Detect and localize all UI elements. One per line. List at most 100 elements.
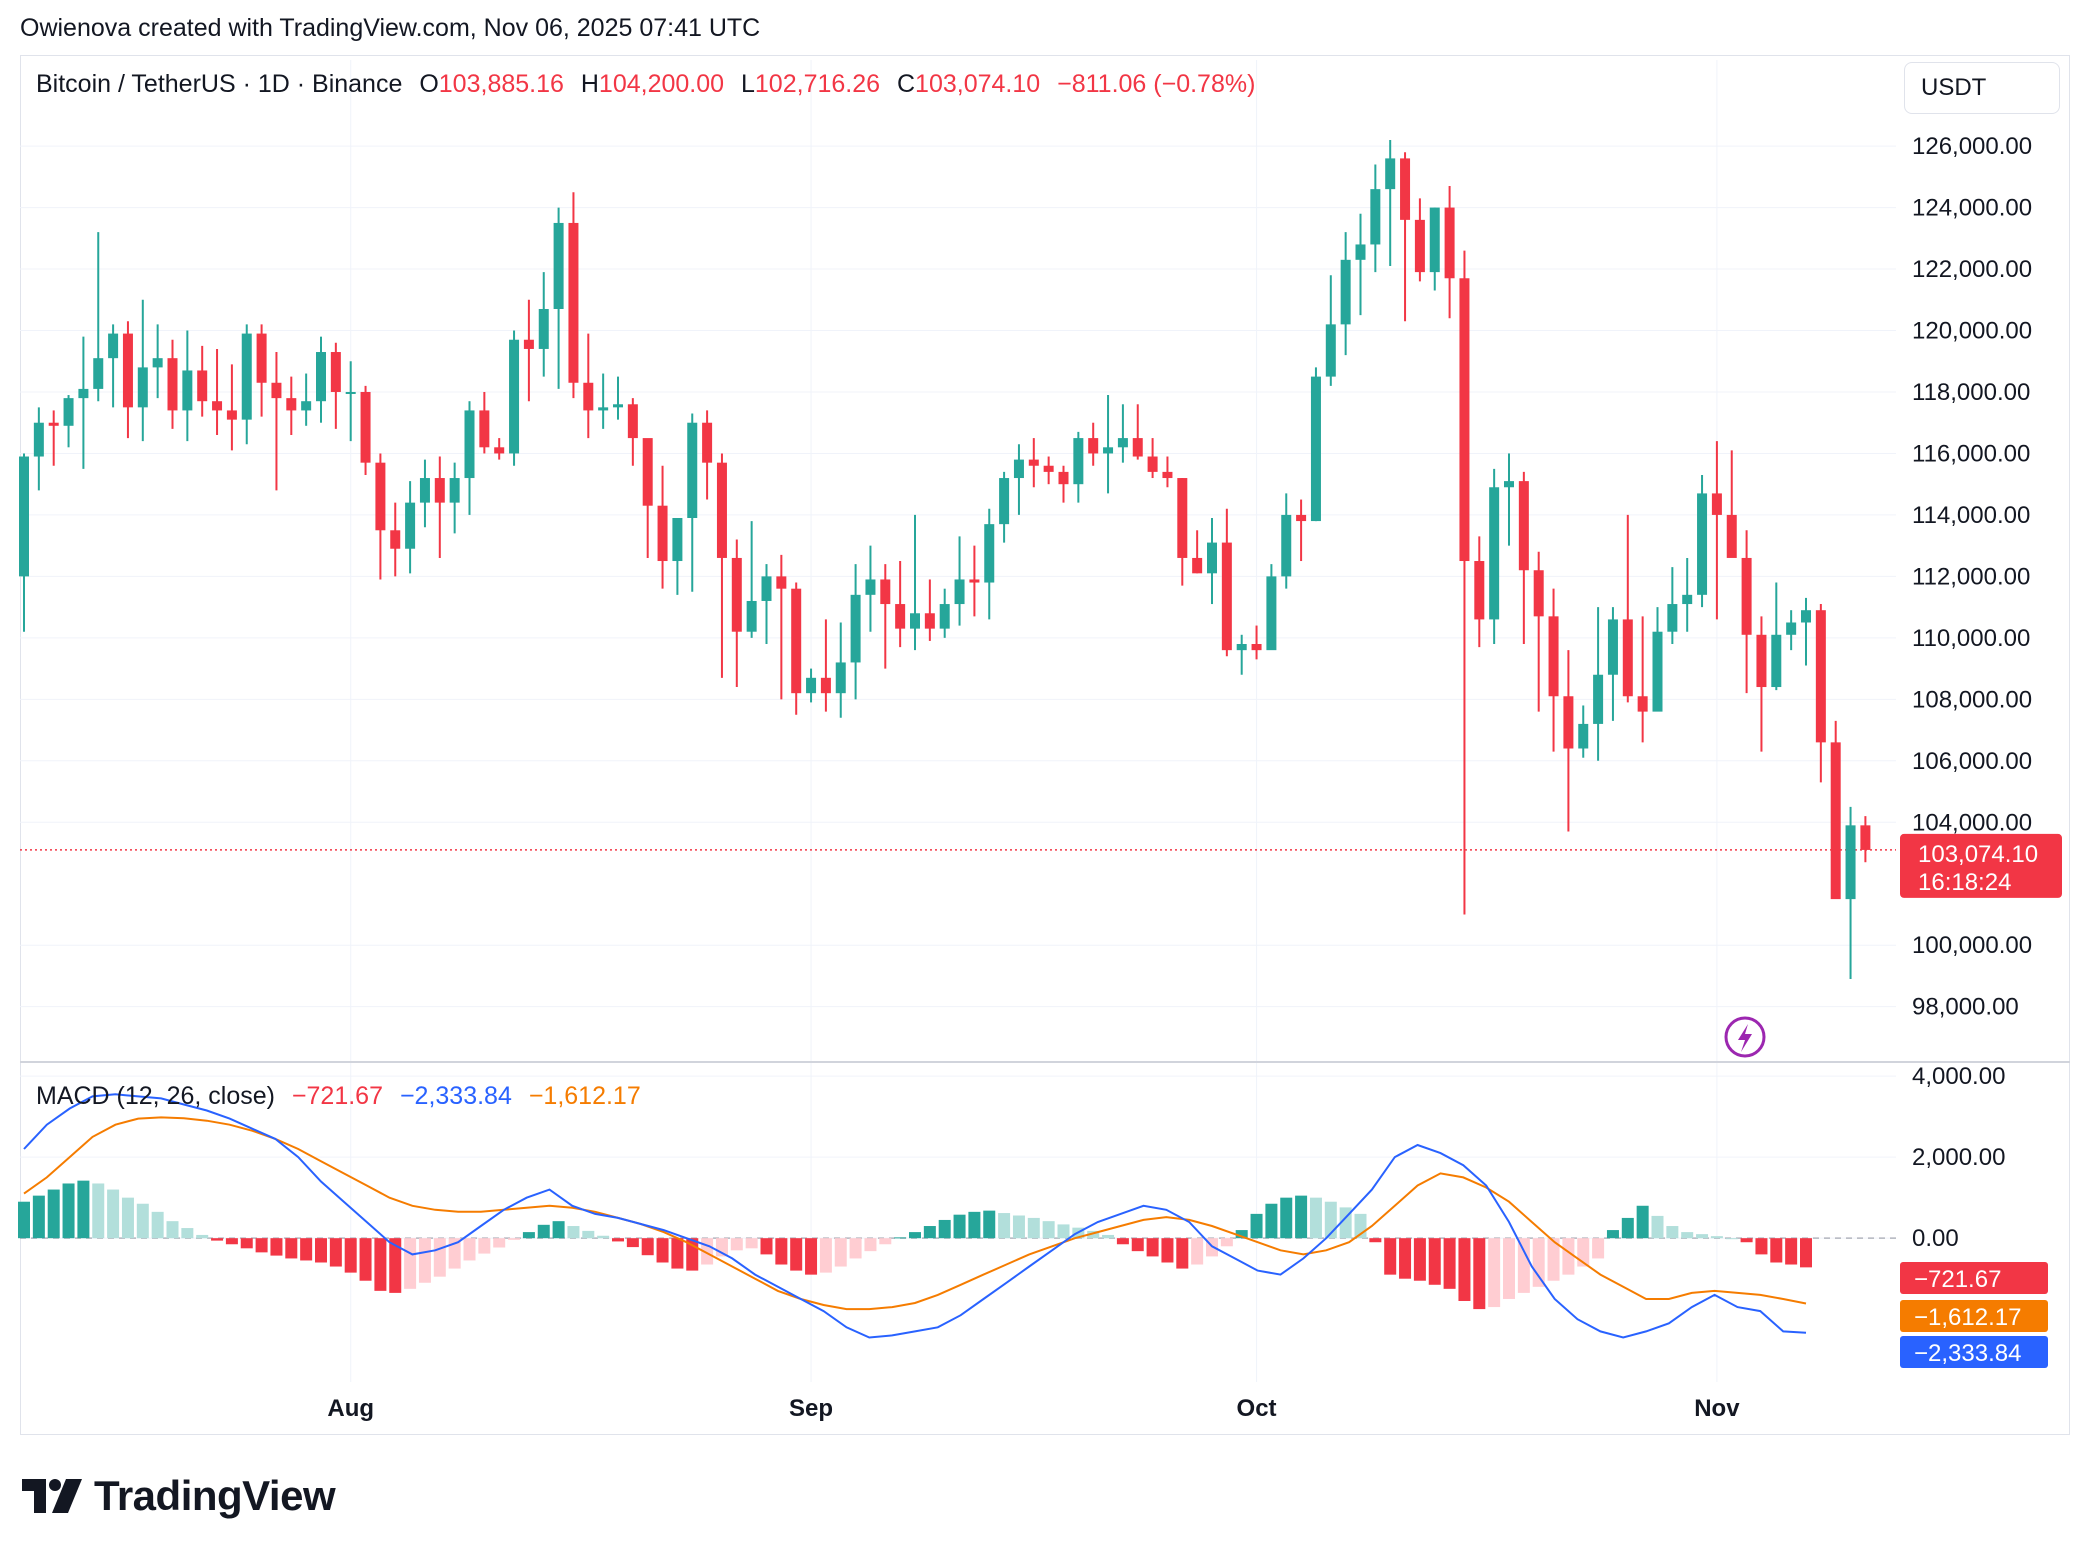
macd-histogram-bar[interactable] bbox=[998, 1213, 1011, 1239]
macd-histogram-bar[interactable] bbox=[1681, 1232, 1694, 1239]
candle-body[interactable] bbox=[375, 462, 386, 531]
macd-histogram-bar[interactable] bbox=[1116, 1238, 1129, 1245]
macd-histogram-bar[interactable] bbox=[968, 1211, 981, 1239]
candle-body[interactable] bbox=[212, 401, 223, 411]
candle-body[interactable] bbox=[746, 600, 757, 632]
candle-body[interactable] bbox=[910, 613, 920, 629]
candle-body[interactable] bbox=[954, 579, 965, 605]
candle-body[interactable] bbox=[1355, 244, 1366, 260]
candle-body[interactable] bbox=[999, 478, 1010, 525]
macd-histogram-bar[interactable] bbox=[255, 1238, 268, 1253]
candle-body[interactable] bbox=[1340, 259, 1351, 325]
macd-histogram-bar[interactable] bbox=[1235, 1230, 1248, 1239]
macd-histogram-bar[interactable] bbox=[136, 1203, 149, 1239]
candle-body[interactable] bbox=[1088, 438, 1099, 454]
candle-body[interactable] bbox=[63, 398, 74, 426]
macd-histogram-bar[interactable] bbox=[433, 1238, 446, 1277]
candle-body[interactable] bbox=[1073, 438, 1084, 485]
macd-histogram-bar[interactable] bbox=[1547, 1238, 1560, 1281]
candle-body[interactable] bbox=[568, 222, 579, 383]
macd-histogram-bar[interactable] bbox=[1562, 1238, 1575, 1275]
candle-body[interactable] bbox=[776, 576, 787, 589]
candle-body[interactable] bbox=[1860, 825, 1871, 850]
candle-body[interactable] bbox=[1192, 557, 1203, 574]
candle-body[interactable] bbox=[390, 530, 401, 549]
macd-histogram-bar[interactable] bbox=[1800, 1238, 1812, 1268]
macd-histogram-bar[interactable] bbox=[834, 1238, 847, 1267]
candle-body[interactable] bbox=[1548, 616, 1559, 697]
macd-histogram-bar[interactable] bbox=[894, 1237, 907, 1239]
macd-histogram-bar[interactable] bbox=[1384, 1238, 1397, 1275]
candle-body[interactable] bbox=[1830, 742, 1841, 900]
candle-body[interactable] bbox=[850, 594, 861, 663]
candle-body[interactable] bbox=[316, 352, 326, 402]
candle-body[interactable] bbox=[924, 613, 935, 629]
macd-histogram-bar[interactable] bbox=[1220, 1238, 1233, 1247]
macd-line-tag[interactable]: −2,333.84 bbox=[1900, 1336, 2048, 1368]
candle-body[interactable] bbox=[984, 524, 995, 583]
candle-body[interactable] bbox=[1771, 634, 1782, 688]
candle-body[interactable] bbox=[1058, 471, 1069, 485]
symbol-title[interactable]: Bitcoin / TetherUS · 1D · Binance bbox=[36, 70, 403, 98]
macd-histogram-bar[interactable] bbox=[1369, 1238, 1382, 1243]
macd-histogram-bar[interactable] bbox=[522, 1232, 535, 1239]
candle-body[interactable] bbox=[108, 333, 119, 359]
macd-histogram-bar[interactable] bbox=[92, 1183, 105, 1239]
candle-body[interactable] bbox=[1741, 557, 1752, 635]
candle-body[interactable] bbox=[1667, 604, 1678, 632]
macd-histogram-bar[interactable] bbox=[537, 1224, 550, 1239]
macd-histogram-bar[interactable] bbox=[1488, 1238, 1501, 1308]
macd-histogram-bar[interactable] bbox=[1042, 1221, 1055, 1239]
macd-histogram-bar[interactable] bbox=[1399, 1238, 1412, 1279]
candle-body[interactable] bbox=[1474, 561, 1485, 620]
candle-body[interactable] bbox=[820, 677, 831, 694]
candle-body[interactable] bbox=[1444, 207, 1455, 279]
candle-body[interactable] bbox=[256, 333, 267, 383]
candle-body[interactable] bbox=[78, 388, 89, 399]
macd-histogram-bar[interactable] bbox=[151, 1211, 164, 1239]
macd-histogram-bar[interactable] bbox=[300, 1238, 313, 1261]
macd-histogram-bar[interactable] bbox=[1532, 1238, 1545, 1287]
macd-histogram-bar[interactable] bbox=[1651, 1215, 1664, 1239]
macd-histogram-bar[interactable] bbox=[1012, 1215, 1025, 1239]
macd-histogram-bar[interactable] bbox=[1473, 1238, 1486, 1310]
candle-body[interactable] bbox=[360, 391, 371, 463]
candle-body[interactable] bbox=[93, 358, 104, 389]
macd-histogram-bar[interactable] bbox=[493, 1238, 506, 1248]
candle-body[interactable] bbox=[731, 557, 742, 632]
macd-histogram-bar[interactable] bbox=[1057, 1224, 1070, 1239]
macd-histogram-bar[interactable] bbox=[359, 1238, 372, 1281]
candle-body[interactable] bbox=[226, 410, 237, 420]
macd-histogram-bar[interactable] bbox=[1102, 1234, 1115, 1239]
candle-body[interactable] bbox=[1400, 158, 1411, 220]
candle-body[interactable] bbox=[761, 576, 772, 601]
macd-histogram-bar[interactable] bbox=[864, 1238, 877, 1252]
macd-histogram-bar[interactable] bbox=[656, 1238, 669, 1263]
macd-histogram-bar[interactable] bbox=[612, 1238, 624, 1242]
macd-histogram-bar[interactable] bbox=[626, 1238, 639, 1248]
candle-body[interactable] bbox=[152, 358, 163, 368]
candle-body[interactable] bbox=[1756, 634, 1767, 688]
macd-histogram-bar[interactable] bbox=[641, 1238, 654, 1256]
candle-body[interactable] bbox=[167, 358, 178, 411]
candle-body[interactable] bbox=[806, 677, 817, 694]
candle-body[interactable] bbox=[1459, 278, 1470, 562]
macd-histogram-bar[interactable] bbox=[671, 1238, 684, 1269]
macd-histogram-bar[interactable] bbox=[1606, 1230, 1619, 1239]
macd-histogram-bar[interactable] bbox=[18, 1201, 30, 1239]
candle-body[interactable] bbox=[1236, 644, 1247, 651]
candle-body[interactable] bbox=[494, 447, 505, 454]
candle-body[interactable] bbox=[1711, 493, 1722, 515]
candle-body[interactable] bbox=[598, 407, 609, 411]
macd-histogram-bar[interactable] bbox=[225, 1238, 238, 1245]
candle-body[interactable] bbox=[1845, 825, 1856, 900]
candle-body[interactable] bbox=[1296, 514, 1307, 522]
macd-histogram-bar[interactable] bbox=[77, 1180, 90, 1239]
candle-body[interactable] bbox=[1801, 610, 1811, 623]
macd-histogram-bar[interactable] bbox=[1503, 1238, 1515, 1299]
candle-body[interactable] bbox=[301, 401, 312, 411]
candle-body[interactable] bbox=[464, 410, 475, 479]
candle-body[interactable] bbox=[1103, 447, 1114, 454]
candle-body[interactable] bbox=[1622, 619, 1633, 697]
candle-body[interactable] bbox=[1221, 542, 1232, 651]
